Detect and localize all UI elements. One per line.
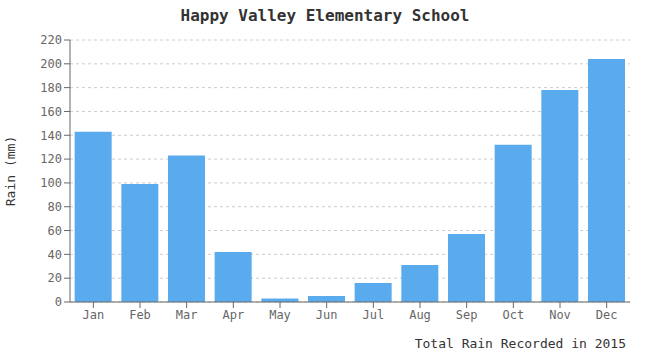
svg-text:Nov: Nov (549, 308, 571, 322)
svg-text:Sep: Sep (456, 308, 478, 322)
svg-text:Feb: Feb (129, 308, 151, 322)
svg-text:180: 180 (40, 81, 62, 95)
svg-text:Jan: Jan (82, 308, 104, 322)
svg-text:Mar: Mar (176, 308, 198, 322)
svg-text:May: May (269, 308, 291, 322)
svg-text:Total Rain Recorded in 2015: Total Rain Recorded in 2015 (415, 336, 626, 351)
svg-text:Rain (mm): Rain (mm) (8, 136, 18, 206)
svg-text:80: 80 (48, 200, 62, 214)
svg-text:Apr: Apr (222, 308, 244, 322)
svg-text:Aug: Aug (409, 308, 431, 322)
svg-text:60: 60 (48, 224, 62, 238)
svg-text:0: 0 (55, 295, 62, 309)
svg-text:100: 100 (40, 176, 62, 190)
svg-text:200: 200 (40, 57, 62, 71)
svg-text:140: 140 (40, 129, 62, 143)
svg-text:120: 120 (40, 152, 62, 166)
html-text:Happy Valley Elementary School: Happy Valley Elementary School (180, 6, 470, 25)
svg-text:220: 220 (40, 33, 62, 47)
svg-text:160: 160 (40, 105, 62, 119)
svg-text:Dec: Dec (596, 308, 618, 322)
svg-text:Jun: Jun (316, 308, 338, 322)
svg-text:Jul: Jul (362, 308, 384, 322)
svg-text:40: 40 (48, 248, 62, 262)
svg-text:Oct: Oct (502, 308, 524, 322)
svg-text:20: 20 (48, 271, 62, 285)
